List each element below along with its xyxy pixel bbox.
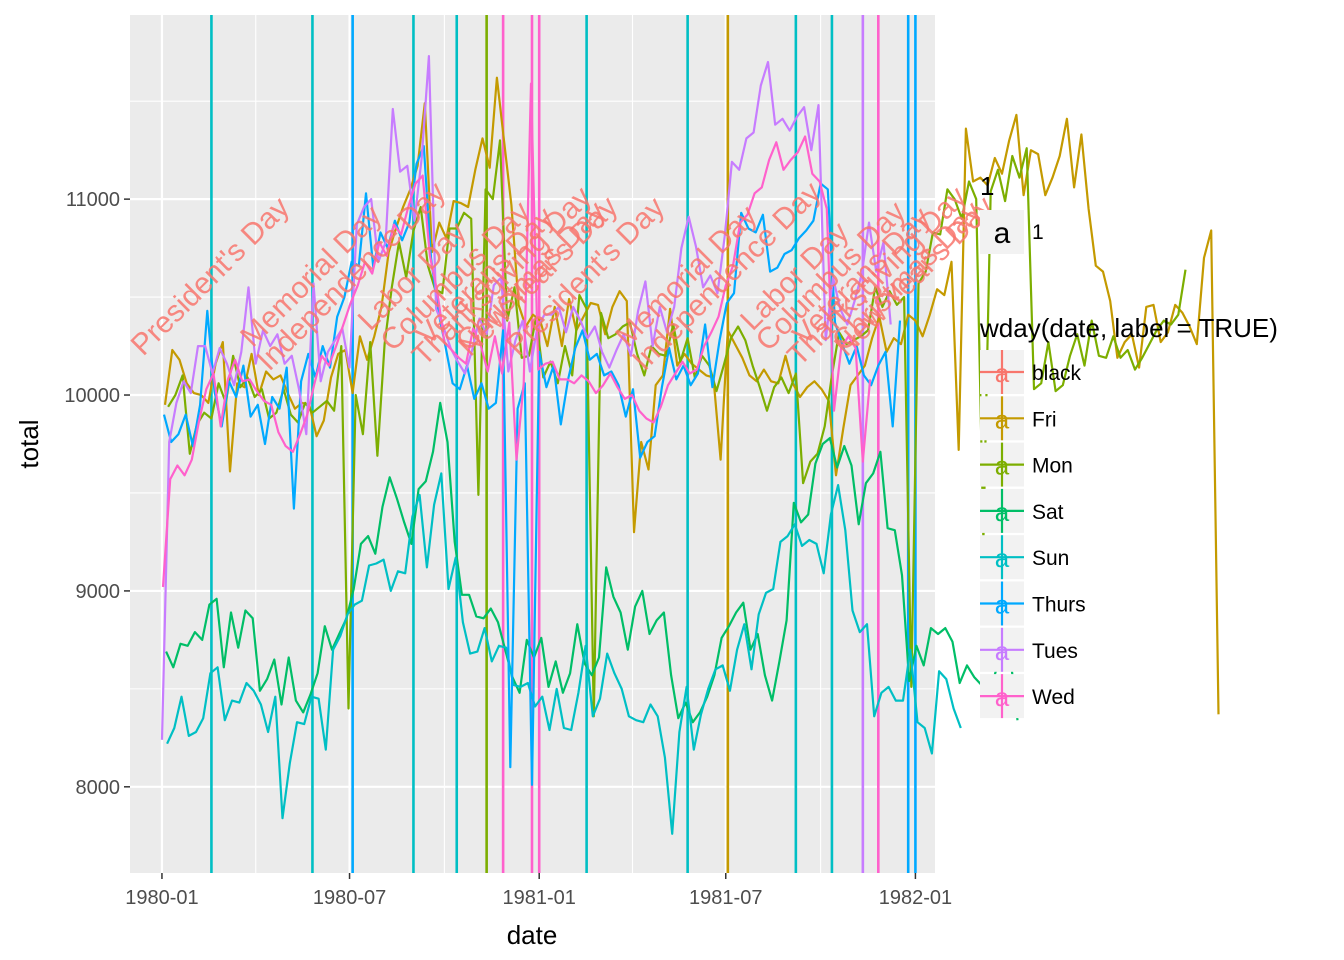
series-lines bbox=[160, 54, 1220, 835]
legend-label: black bbox=[1032, 362, 1082, 385]
x-tick-label: 1981-07 bbox=[689, 887, 762, 909]
series-line-tues bbox=[160, 54, 892, 740]
series-line-thurs bbox=[162, 145, 902, 786]
legend-label: Sat bbox=[1032, 501, 1064, 524]
legend-label: Fri bbox=[1032, 408, 1057, 431]
shape-legend: 1 a 1 bbox=[980, 171, 1044, 254]
legend-label: Sun bbox=[1032, 547, 1069, 570]
shape-legend-title: 1 bbox=[980, 171, 994, 201]
x-tick-label: 1980-01 bbox=[125, 887, 198, 909]
shape-legend-key bbox=[980, 210, 1024, 254]
x-axis: 1980-01 1980-07 1981-01 1981-07 1982-01 bbox=[125, 873, 952, 909]
y-tick-label: 10000 bbox=[64, 385, 120, 407]
legend-key-glyph: a bbox=[995, 682, 1010, 712]
legend-label: Tues bbox=[1032, 640, 1078, 663]
y-axis-title: total bbox=[14, 419, 44, 468]
x-axis-title: date bbox=[507, 920, 558, 950]
series-line-mon bbox=[167, 139, 1187, 718]
series-line-wed bbox=[161, 82, 872, 588]
x-tick-label: 1980-07 bbox=[313, 887, 386, 909]
legend-label: Thurs bbox=[1032, 594, 1086, 617]
legend-key-glyph: a bbox=[995, 497, 1010, 527]
y-tick-label: 11000 bbox=[66, 189, 120, 211]
color-legend-title: wday(date, label = TRUE) bbox=[979, 313, 1278, 343]
x-tick-label: 1981-01 bbox=[502, 887, 575, 909]
series-line-sun bbox=[166, 472, 962, 835]
y-tick-label: 9000 bbox=[76, 581, 121, 603]
legend-key-glyph: a bbox=[995, 404, 1010, 434]
legend-label: Wed bbox=[1032, 686, 1075, 709]
legend-key-glyph: a bbox=[995, 358, 1010, 388]
legend-key-glyph: a bbox=[995, 636, 1010, 666]
legend-key-glyph: a bbox=[995, 451, 1010, 481]
legend-label: Mon bbox=[1032, 455, 1073, 478]
y-axis: 8000 9000 10000 11000 bbox=[64, 189, 130, 799]
legend-key-glyph: a bbox=[995, 543, 1010, 573]
x-tick-label: 1982-01 bbox=[879, 887, 952, 909]
series-line-sat bbox=[165, 401, 1019, 724]
legend-key-glyph: a bbox=[995, 590, 1010, 620]
shape-legend-label: 1 bbox=[1032, 221, 1044, 244]
shape-legend-key-glyph: a bbox=[994, 217, 1011, 250]
y-tick-label: 8000 bbox=[76, 777, 121, 799]
